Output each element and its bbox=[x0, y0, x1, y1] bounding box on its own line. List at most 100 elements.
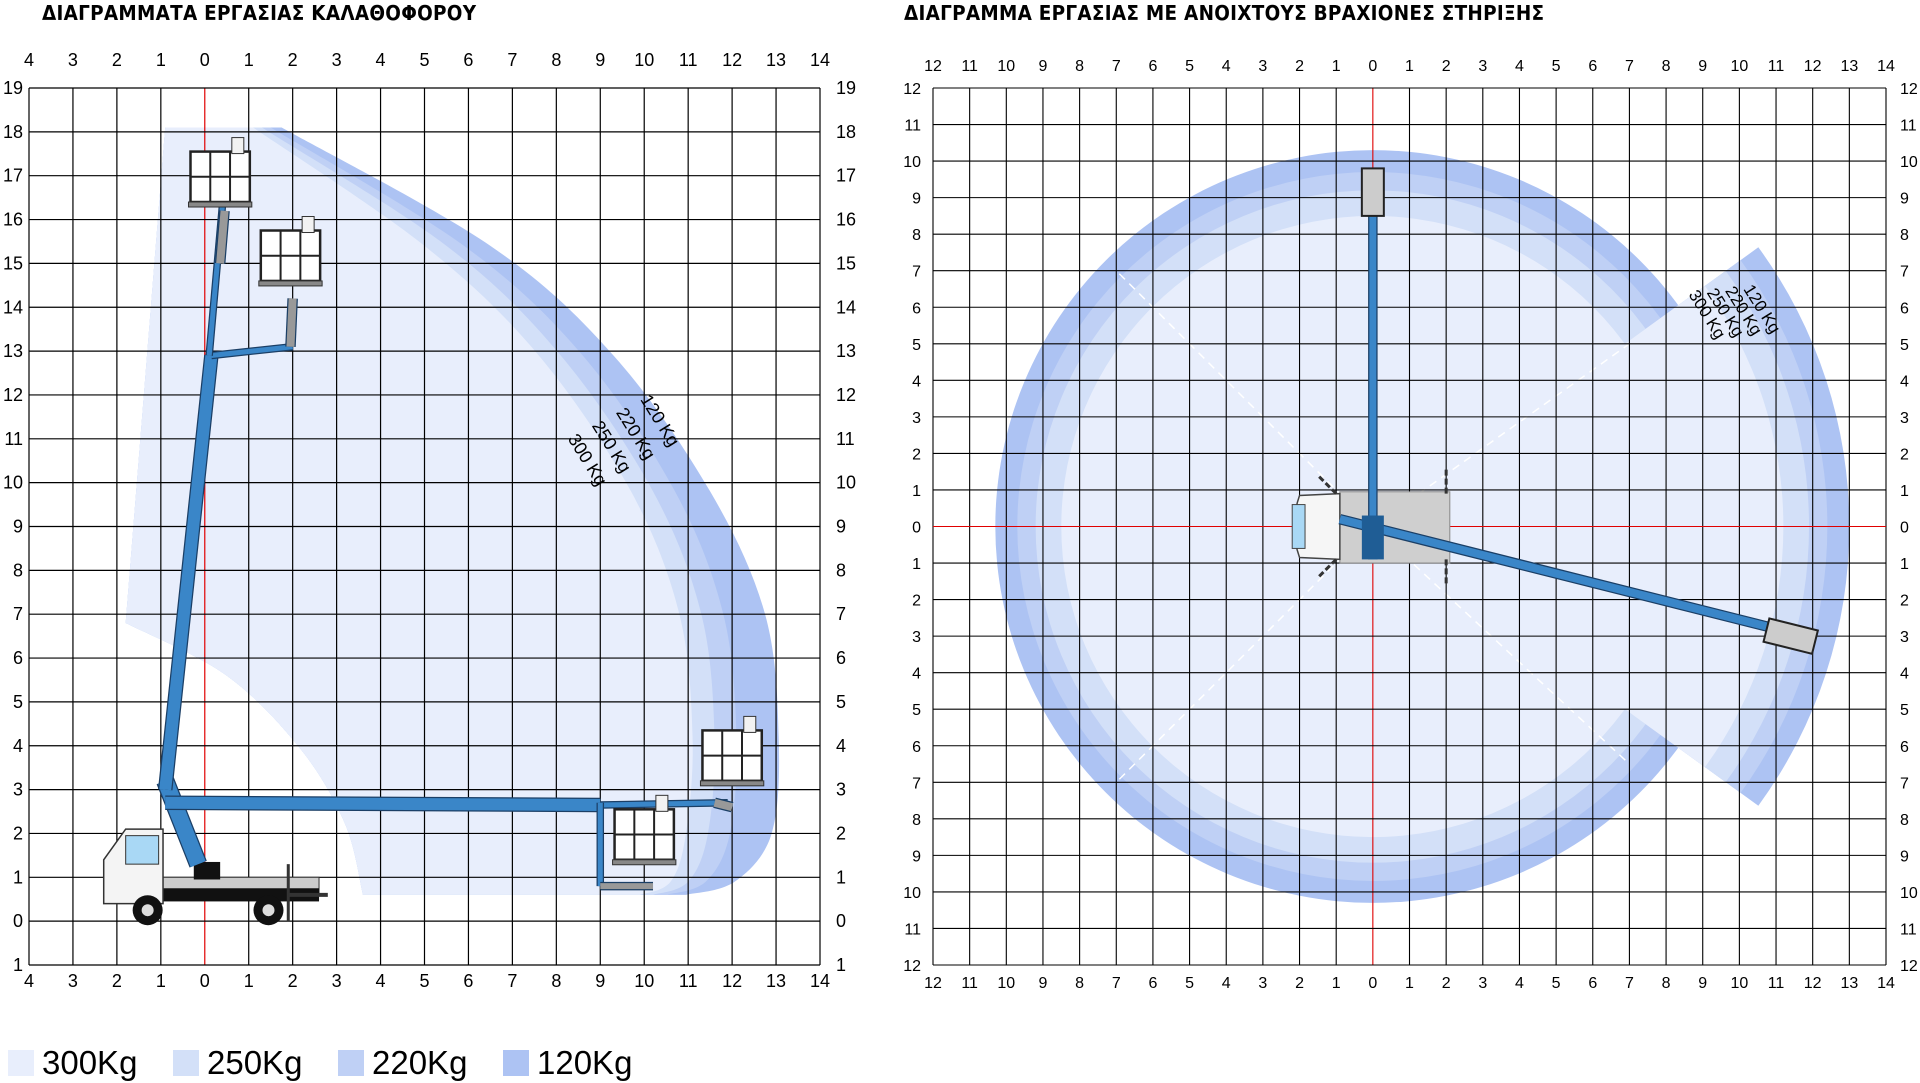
y-tick-label-left: 8 bbox=[912, 227, 921, 244]
y-tick-label-left: 6 bbox=[13, 648, 23, 668]
basket-floor bbox=[258, 280, 323, 287]
x-tick-label: 0 bbox=[1368, 58, 1377, 75]
x-tick-label: 5 bbox=[419, 971, 429, 991]
x-tick-label: 8 bbox=[1662, 58, 1671, 75]
y-tick-label-left: 4 bbox=[912, 373, 921, 390]
y-tick-label-left: 11 bbox=[904, 921, 921, 938]
y-tick-label-right: 1 bbox=[1900, 483, 1909, 500]
y-tick-label-left: 19 bbox=[3, 78, 23, 98]
windshield bbox=[1291, 504, 1306, 549]
x-tick-label: 5 bbox=[419, 50, 429, 70]
x-tick-label: 8 bbox=[551, 971, 561, 991]
legend-swatch bbox=[503, 1050, 529, 1076]
x-tick-label: 12 bbox=[1804, 58, 1822, 75]
y-tick-label-left: 7 bbox=[13, 604, 23, 624]
y-tick-label-left: 11 bbox=[904, 118, 921, 135]
y-tick-label-right: 10 bbox=[1900, 885, 1918, 902]
legend-label: 250Kg bbox=[207, 1044, 303, 1081]
x-tick-label: 1 bbox=[1405, 975, 1414, 992]
x-tick-label: 2 bbox=[288, 50, 298, 70]
y-tick-label-right: 9 bbox=[836, 517, 846, 537]
y-tick-label-left: 6 bbox=[912, 300, 921, 317]
y-tick-label-left: 14 bbox=[3, 297, 23, 317]
x-tick-label: 6 bbox=[1588, 975, 1597, 992]
y-tick-label-left: 7 bbox=[912, 775, 921, 792]
x-tick-label: 11 bbox=[1768, 975, 1785, 992]
y-tick-label-left: 2 bbox=[912, 446, 921, 463]
y-tick-label-right: 4 bbox=[836, 736, 846, 756]
y-tick-label-left: 1 bbox=[13, 867, 23, 887]
legend-item-220: 220Kg bbox=[338, 1043, 467, 1083]
boom-base bbox=[157, 777, 206, 868]
y-tick-label-right: 12 bbox=[1900, 81, 1918, 98]
x-tick-label: 8 bbox=[1075, 975, 1084, 992]
x-tick-label: 1 bbox=[244, 50, 254, 70]
y-tick-label-right: 5 bbox=[1900, 337, 1909, 354]
x-tick-label: 4 bbox=[24, 50, 34, 70]
y-tick-label-right: 9 bbox=[1900, 191, 1909, 208]
x-tick-label: 4 bbox=[24, 971, 34, 991]
x-tick-label: 12 bbox=[722, 50, 742, 70]
x-tick-label: 6 bbox=[463, 971, 473, 991]
x-tick-label: 3 bbox=[1258, 975, 1267, 992]
x-tick-label: 11 bbox=[679, 50, 698, 70]
wheel-hub bbox=[141, 904, 154, 917]
y-tick-label-left: 1 bbox=[13, 955, 23, 975]
x-tick-label: 12 bbox=[924, 975, 942, 992]
y-tick-label-left: 0 bbox=[912, 520, 921, 537]
x-tick-label: 12 bbox=[924, 58, 942, 75]
y-tick-label-right: 4 bbox=[1900, 373, 1909, 390]
x-tick-label: 6 bbox=[463, 50, 473, 70]
x-tick-label: 7 bbox=[507, 971, 517, 991]
y-tick-label-left: 6 bbox=[912, 739, 921, 756]
main-boom-vertical bbox=[159, 354, 218, 791]
outrigger-line bbox=[1115, 270, 1374, 528]
y-tick-label-left: 18 bbox=[3, 122, 23, 142]
y-tick-label-right: 13 bbox=[836, 341, 856, 361]
control-box bbox=[655, 794, 669, 812]
y-tick-label-right: 2 bbox=[1900, 446, 1909, 463]
y-tick-label-left: 5 bbox=[13, 692, 23, 712]
y-tick-label-left: 15 bbox=[3, 253, 23, 273]
y-tick-label-right: 11 bbox=[836, 429, 855, 449]
x-tick-label: 5 bbox=[1552, 58, 1561, 75]
side-working-range-diagram: 4433221100112233445566778899101011111212… bbox=[3, 50, 856, 991]
x-tick-label: 1 bbox=[156, 50, 166, 70]
x-tick-label: 1 bbox=[1405, 58, 1414, 75]
x-tick-label: 12 bbox=[1804, 975, 1822, 992]
y-tick-label-right: 6 bbox=[1900, 300, 1909, 317]
y-tick-label-left: 1 bbox=[912, 483, 921, 500]
y-tick-label-left: 12 bbox=[3, 385, 23, 405]
legend-label: 220Kg bbox=[372, 1044, 468, 1081]
x-tick-label: 3 bbox=[332, 971, 342, 991]
envelope-300kg bbox=[125, 127, 693, 895]
x-tick-label: 8 bbox=[1662, 975, 1671, 992]
x-tick-label: 14 bbox=[810, 50, 830, 70]
jib-arm bbox=[211, 344, 293, 358]
y-tick-label-right: 7 bbox=[1900, 264, 1909, 281]
x-tick-label: 4 bbox=[376, 971, 386, 991]
y-tick-label-right: 7 bbox=[836, 604, 846, 624]
y-tick-label-right: 5 bbox=[836, 692, 846, 712]
y-tick-label-left: 4 bbox=[13, 736, 23, 756]
control-box bbox=[231, 137, 245, 155]
jib-rotator bbox=[286, 298, 297, 347]
outrigger bbox=[1316, 474, 1338, 495]
y-tick-label-right: 11 bbox=[1900, 118, 1917, 135]
legend-swatch bbox=[173, 1050, 199, 1076]
x-tick-label: 10 bbox=[1730, 975, 1748, 992]
y-tick-label-right: 4 bbox=[1900, 666, 1909, 683]
x-tick-label: 2 bbox=[1442, 975, 1451, 992]
x-tick-label: 3 bbox=[1478, 975, 1487, 992]
y-tick-label-right: 1 bbox=[1900, 556, 1909, 573]
y-tick-label-left: 2 bbox=[912, 593, 921, 610]
basket-floor bbox=[699, 780, 765, 787]
x-tick-label: 6 bbox=[1588, 58, 1597, 75]
x-tick-label: 5 bbox=[1185, 58, 1194, 75]
x-tick-label: 12 bbox=[722, 971, 742, 991]
y-tick-label-left: 13 bbox=[3, 341, 23, 361]
x-tick-label: 13 bbox=[766, 971, 786, 991]
y-tick-label-right: 0 bbox=[836, 911, 846, 931]
y-tick-label-left: 10 bbox=[903, 154, 921, 171]
